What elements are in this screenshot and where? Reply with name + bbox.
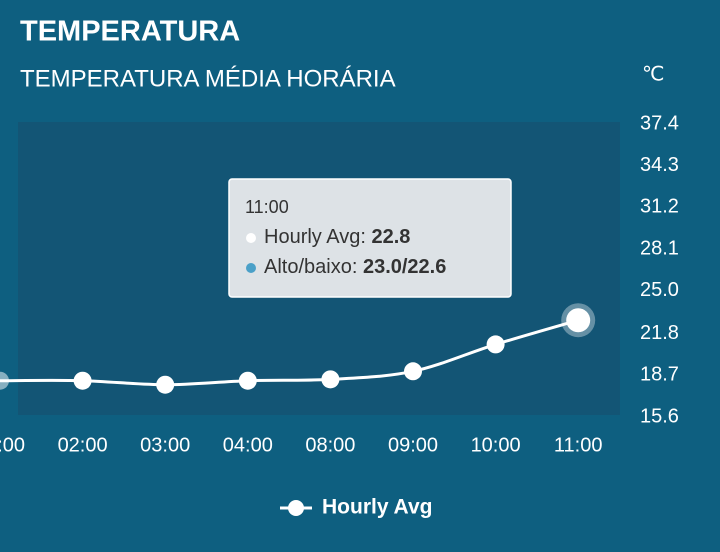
point	[73, 371, 92, 390]
tooltip-label: Alto/baixo:	[264, 256, 363, 278]
tooltip-row: Alto/baixo: 23.0/22.6	[264, 256, 446, 278]
x-tick-label: 11:00	[554, 434, 603, 456]
y-unit: ℃	[642, 63, 664, 85]
y-tick-label: 15.6	[640, 405, 679, 427]
tooltip-bullet	[246, 263, 256, 273]
x-tick-label: 01:00	[0, 434, 25, 456]
point	[156, 375, 175, 394]
point	[566, 308, 591, 333]
point	[238, 371, 257, 390]
point	[404, 362, 422, 381]
x-tick-label: 04:00	[223, 434, 273, 456]
chart-subtitle: TEMPERATURA MÉDIA HORÁRIA	[20, 65, 396, 92]
y-tick-label: 31.2	[640, 196, 679, 218]
y-tick-label: 18.7	[640, 364, 679, 386]
y-tick-label: 34.3	[640, 154, 679, 176]
legend: Hourly Avg	[280, 496, 432, 519]
tooltip-value: 22.8	[371, 226, 410, 248]
tooltip-label: Hourly Avg:	[264, 226, 371, 248]
y-tick-label: 25.0	[640, 279, 679, 301]
y-tick-label: 37.4	[640, 112, 679, 134]
legend-label: Hourly Avg	[322, 496, 432, 519]
point	[321, 370, 340, 389]
plot: 15.6 18.7 21.8 25.0 28.1 31.2 34.3 37.4 01:00 02:…	[0, 112, 679, 456]
tooltip-box	[228, 178, 512, 298]
point	[0, 371, 9, 390]
tooltip-value: 23.0/22.6	[363, 256, 446, 278]
y-tick-label: 21.8	[640, 322, 679, 344]
y-tick-label: 28.1	[640, 237, 679, 259]
x-tick-label: 09:00	[388, 434, 438, 456]
tooltip-bullet	[246, 233, 256, 243]
x-tick-label: 02:00	[58, 434, 108, 456]
x-tick-label: 08:00	[305, 434, 355, 456]
x-tick-label: 10:00	[471, 434, 521, 456]
legend-marker	[288, 500, 304, 516]
point	[486, 335, 505, 354]
tooltip-title: 11:00	[245, 197, 289, 217]
x-tick-label: 03:00	[140, 434, 190, 456]
tooltip: 11:00 Hourly Avg: 22.8 Alto/baixo: 23.0/…	[228, 178, 512, 298]
chart-title: TEMPERATURA	[20, 16, 240, 48]
tooltip-row: Hourly Avg: 22.8	[264, 226, 410, 248]
